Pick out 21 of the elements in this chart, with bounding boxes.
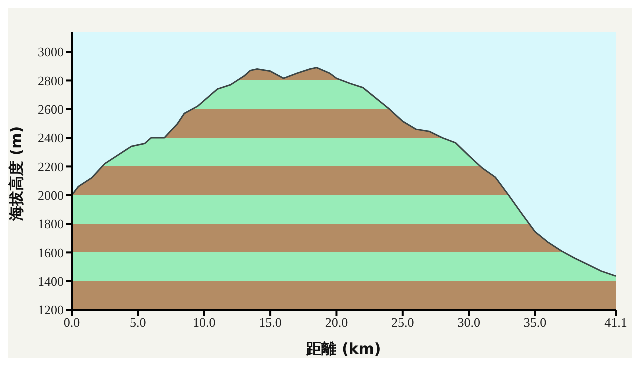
y-tick-label: 2800 [38, 73, 64, 88]
x-tick-label: 15.0 [259, 315, 282, 330]
x-tick-label: 41.1 [604, 315, 628, 330]
y-tick-label: 2400 [38, 130, 64, 146]
y-tick-label: 3000 [38, 44, 64, 60]
x-tick-label: 0.0 [64, 315, 80, 330]
y-axis-title: 海拔高度 (m) [7, 126, 26, 222]
x-tick-label: 30.0 [458, 315, 480, 330]
y-tick-label: 2600 [38, 102, 64, 117]
y-tick-label: 2000 [38, 188, 64, 203]
y-tick-label: 1600 [38, 245, 64, 260]
y-tick-label: 2200 [38, 159, 64, 174]
x-axis-title: 距離 (km) [306, 340, 382, 358]
x-tick-label: 5.0 [130, 315, 146, 330]
y-tick-label: 1400 [38, 274, 64, 289]
y-tick-label: 1800 [38, 216, 64, 232]
x-tick-label: 20.0 [325, 315, 348, 330]
x-tick-label: 10.0 [192, 315, 216, 330]
x-tick-label: 25.0 [392, 315, 414, 330]
x-tick-label: 35.0 [524, 315, 547, 330]
y-tick-label: 1200 [38, 302, 64, 318]
